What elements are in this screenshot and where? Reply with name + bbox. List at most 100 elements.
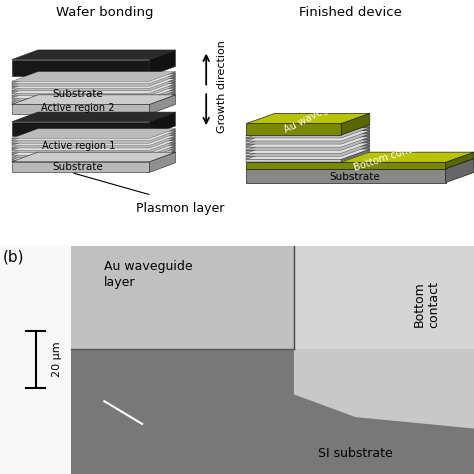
Polygon shape <box>246 137 370 147</box>
Polygon shape <box>12 134 175 143</box>
Polygon shape <box>149 129 175 141</box>
Polygon shape <box>341 128 370 141</box>
Polygon shape <box>246 147 341 150</box>
Polygon shape <box>149 112 175 136</box>
Polygon shape <box>149 146 175 157</box>
Text: 20 μm: 20 μm <box>52 341 62 377</box>
Polygon shape <box>12 138 175 148</box>
Polygon shape <box>149 134 175 146</box>
Polygon shape <box>246 152 474 162</box>
Polygon shape <box>341 140 370 153</box>
Polygon shape <box>149 131 175 143</box>
Polygon shape <box>149 136 175 148</box>
Text: Growth direction: Growth direction <box>217 40 227 133</box>
Polygon shape <box>246 134 370 144</box>
Polygon shape <box>12 143 175 153</box>
Polygon shape <box>12 153 149 155</box>
Polygon shape <box>246 153 341 156</box>
Polygon shape <box>149 89 175 100</box>
Polygon shape <box>341 149 370 162</box>
Polygon shape <box>149 76 175 88</box>
Polygon shape <box>12 162 149 173</box>
Polygon shape <box>12 89 175 98</box>
Text: Substrate: Substrate <box>53 89 104 99</box>
Text: Bottom
contact: Bottom contact <box>412 281 441 328</box>
Polygon shape <box>12 60 149 76</box>
Polygon shape <box>12 84 149 86</box>
Polygon shape <box>12 86 149 88</box>
Polygon shape <box>12 158 149 160</box>
Polygon shape <box>149 152 175 173</box>
Polygon shape <box>341 131 370 144</box>
Polygon shape <box>246 169 446 182</box>
Polygon shape <box>246 113 370 124</box>
Polygon shape <box>246 128 370 138</box>
Polygon shape <box>246 159 341 162</box>
Text: Au waveguide
layer: Au waveguide layer <box>104 260 193 289</box>
Polygon shape <box>12 72 175 81</box>
Text: Wafer bonding: Wafer bonding <box>55 6 153 19</box>
Polygon shape <box>341 137 370 150</box>
Polygon shape <box>12 122 149 136</box>
Polygon shape <box>246 144 341 147</box>
Polygon shape <box>12 138 149 141</box>
Text: SI substrate: SI substrate <box>318 447 393 460</box>
Polygon shape <box>12 50 175 60</box>
Polygon shape <box>246 150 341 153</box>
Polygon shape <box>294 246 474 349</box>
Polygon shape <box>246 131 370 141</box>
Text: Plasmon layer: Plasmon layer <box>136 201 224 215</box>
Polygon shape <box>341 125 370 138</box>
Polygon shape <box>149 74 175 86</box>
Polygon shape <box>149 95 175 114</box>
Polygon shape <box>12 155 149 157</box>
Text: Substrate: Substrate <box>53 162 104 172</box>
Polygon shape <box>12 152 175 162</box>
Polygon shape <box>246 146 370 156</box>
Polygon shape <box>12 93 149 96</box>
Polygon shape <box>246 149 370 159</box>
Polygon shape <box>12 81 175 91</box>
Text: (b): (b) <box>2 250 24 265</box>
Polygon shape <box>446 152 474 169</box>
Polygon shape <box>12 74 175 84</box>
Polygon shape <box>12 136 175 146</box>
Polygon shape <box>149 91 175 103</box>
Polygon shape <box>149 143 175 155</box>
Text: Finished device: Finished device <box>299 6 402 19</box>
Polygon shape <box>12 93 175 103</box>
Polygon shape <box>341 134 370 147</box>
Polygon shape <box>12 112 175 122</box>
Polygon shape <box>246 162 446 169</box>
Polygon shape <box>341 143 370 156</box>
Polygon shape <box>12 81 149 83</box>
Polygon shape <box>246 156 341 159</box>
Polygon shape <box>12 150 149 153</box>
Polygon shape <box>341 113 370 135</box>
Polygon shape <box>12 150 175 160</box>
Polygon shape <box>246 143 370 153</box>
Polygon shape <box>149 84 175 96</box>
Polygon shape <box>12 103 149 105</box>
Polygon shape <box>12 104 149 114</box>
Polygon shape <box>246 124 341 135</box>
Polygon shape <box>246 135 341 138</box>
Polygon shape <box>12 84 175 93</box>
Polygon shape <box>0 246 71 474</box>
Text: Au waveguide: Au waveguide <box>282 95 348 136</box>
Polygon shape <box>149 150 175 162</box>
Polygon shape <box>12 91 149 93</box>
Polygon shape <box>149 93 175 105</box>
Polygon shape <box>12 141 175 150</box>
Polygon shape <box>12 146 175 155</box>
Polygon shape <box>12 79 175 89</box>
Polygon shape <box>246 138 341 141</box>
Polygon shape <box>246 125 370 135</box>
Polygon shape <box>12 143 149 146</box>
Polygon shape <box>149 138 175 150</box>
Polygon shape <box>446 158 474 182</box>
Polygon shape <box>149 81 175 93</box>
Polygon shape <box>149 72 175 83</box>
Polygon shape <box>149 141 175 153</box>
Polygon shape <box>12 141 149 143</box>
